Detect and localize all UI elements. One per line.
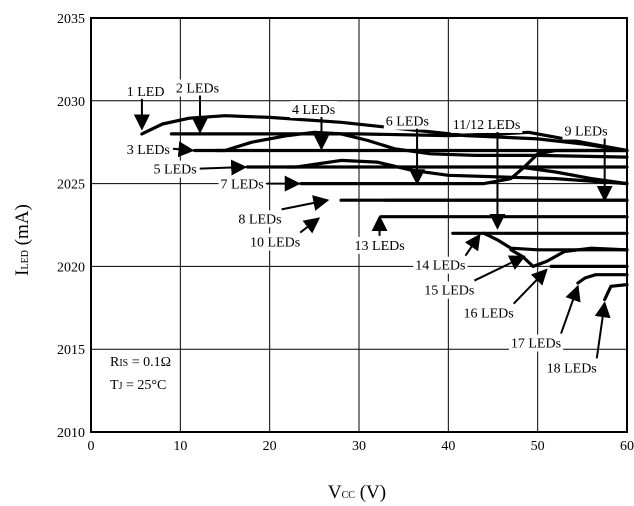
y-tick-label: 2035 — [57, 12, 85, 27]
y-axis-ticks: 2010 2015 2020 2025 2030 2035 — [57, 12, 85, 441]
series-label-background — [218, 175, 266, 193]
x-axis-subscript: CC — [342, 490, 356, 501]
condition-resistance: RIS = 0.1Ω — [110, 355, 171, 370]
series-label-background — [352, 236, 407, 254]
series-label-background — [236, 210, 284, 228]
series-label: 16 LEDs — [464, 307, 514, 322]
x-tick-label: 50 — [531, 439, 545, 454]
x-axis-ticks: 0 10 20 30 40 50 60 — [88, 439, 634, 454]
series-label: 3 LEDs — [127, 143, 170, 158]
series-label: 4 LEDs — [292, 103, 335, 118]
series-label: 5 LEDs — [154, 163, 197, 178]
label-arrow — [299, 217, 321, 234]
label-arrow — [560, 284, 581, 334]
series-label: 17 LEDs — [511, 337, 561, 352]
series-line-5-leds — [245, 158, 629, 186]
series-line-3-leds — [193, 130, 629, 159]
y-tick-label: 2015 — [57, 343, 85, 358]
series-label-background — [383, 112, 431, 130]
series-line-17-leds — [576, 273, 629, 285]
x-axis-title: VCC (V) — [328, 482, 386, 503]
series-label-background — [413, 256, 468, 274]
series-label-background — [461, 304, 516, 322]
x-tick-label: 20 — [263, 439, 277, 454]
label-arrow — [172, 141, 195, 158]
x-axis-unit: (V) — [360, 482, 386, 503]
label-arrow — [281, 195, 330, 211]
series-labels: 1 LED 2 LEDs 4 LEDs 6 LEDs 11/12 LEDs 9 LEDs 3… — [124, 79, 613, 377]
series-label: 15 LEDs — [424, 284, 474, 299]
series-label-background — [248, 233, 303, 251]
series-label: 9 LEDs — [564, 125, 607, 140]
label-arrow — [512, 268, 548, 305]
condition-temperature: TJ = 25°C — [110, 378, 166, 393]
x-axis-symbol: V — [328, 482, 342, 503]
y-tick-label: 2030 — [57, 95, 85, 110]
series-line-1-led — [140, 114, 629, 153]
label-arrow — [199, 159, 248, 176]
series-label: 7 LEDs — [221, 178, 264, 193]
series-label: 1 LED — [127, 85, 165, 100]
series-label: 14 LEDs — [415, 259, 465, 274]
x-tick-label: 30 — [352, 439, 366, 454]
x-tick-label: 40 — [441, 439, 455, 454]
series-line-7-leds — [299, 148, 629, 186]
series-label-background — [124, 82, 167, 100]
series-label-background — [290, 101, 338, 119]
y-axis-title: ILED (mA) — [12, 204, 33, 276]
series-label-background — [450, 115, 523, 133]
series-label-background — [508, 334, 564, 352]
series-label: 18 LEDs — [547, 361, 597, 376]
series-label: 13 LEDs — [355, 239, 405, 254]
x-tick-label: 60 — [620, 439, 634, 454]
series-label: 6 LEDs — [386, 115, 429, 130]
label-arrow — [464, 233, 481, 257]
series-label: 11/12 LEDs — [453, 118, 521, 133]
series-label: 8 LEDs — [238, 212, 281, 227]
series-label: 10 LEDs — [250, 236, 300, 251]
series-line-2-leds — [169, 130, 629, 153]
y-tick-label: 2010 — [57, 426, 85, 441]
y-axis-subscript: LED — [20, 250, 31, 269]
series-label-background — [422, 281, 477, 299]
series-label: 2 LEDs — [176, 82, 219, 97]
series-lines — [140, 114, 629, 302]
y-tick-label: 2020 — [57, 260, 85, 275]
y-axis-unit: (mA) — [12, 204, 33, 245]
series-line-18-leds — [603, 283, 629, 302]
x-tick-label: 0 — [88, 439, 95, 454]
series-label-background — [544, 359, 599, 377]
x-tick-label: 10 — [173, 439, 187, 454]
series-line-9-leds — [518, 165, 629, 186]
label-arrow — [594, 301, 611, 359]
series-label-background — [173, 79, 222, 97]
series-label-background — [562, 122, 610, 140]
label-arrow — [473, 255, 526, 282]
plot-frame — [90, 17, 628, 433]
y-tick-label: 2025 — [57, 178, 85, 193]
y-axis-symbol: I — [12, 270, 33, 276]
series-label-background — [151, 160, 199, 178]
grid-lines — [91, 18, 627, 432]
series-label-background — [124, 140, 172, 158]
